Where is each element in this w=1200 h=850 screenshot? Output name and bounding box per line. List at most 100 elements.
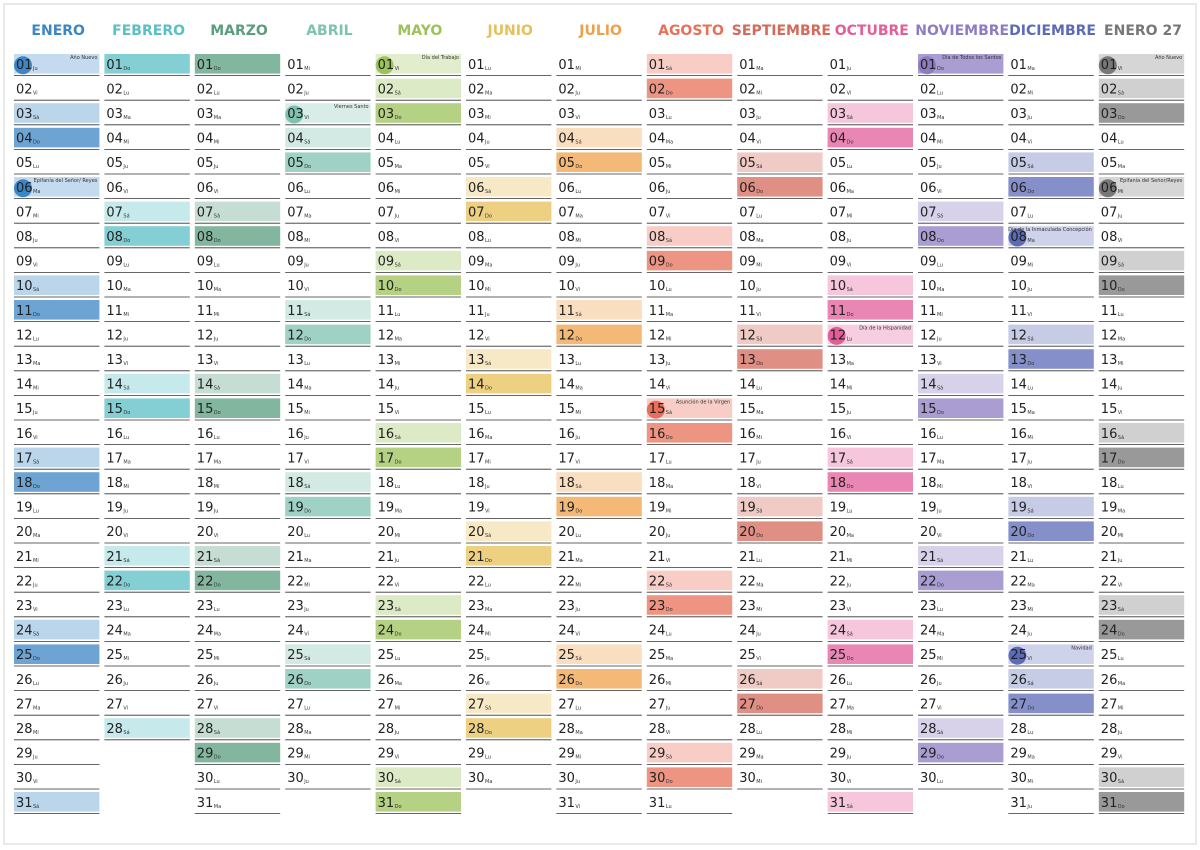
weekday: Sá xyxy=(575,483,581,490)
holiday-label: Día de la Inmaculada Concepción xyxy=(1008,226,1092,233)
weekday: Ma xyxy=(1027,755,1034,761)
weekday: Do xyxy=(395,287,402,293)
weekday: Ma xyxy=(214,459,221,465)
day-fill xyxy=(194,742,281,763)
weekday: Do xyxy=(575,164,582,170)
day-number: 11 xyxy=(378,304,395,319)
month-name: AGOSTO xyxy=(658,23,724,39)
weekday: Mi xyxy=(847,213,853,219)
day-number: 22 xyxy=(287,574,304,589)
day-fill xyxy=(918,546,1004,566)
weekday: Vi xyxy=(123,705,128,711)
weekday: Lu xyxy=(1118,312,1124,318)
day-number: 31 xyxy=(16,796,33,811)
weekday: Lu xyxy=(1027,558,1033,564)
day-number: 08 xyxy=(106,230,123,245)
day-number: 22 xyxy=(106,574,123,589)
weekday: Mi xyxy=(485,632,491,638)
weekday: Mi xyxy=(666,336,672,342)
weekday: Ma xyxy=(666,656,673,662)
day-number: 20 xyxy=(1010,525,1027,540)
weekday: Mi xyxy=(395,361,401,367)
day-fill xyxy=(1098,595,1185,615)
weekday: Ju xyxy=(394,558,400,564)
weekday: Vi xyxy=(575,804,580,810)
day-number: 04 xyxy=(468,132,485,147)
day-number: 04 xyxy=(1010,132,1027,147)
day-number: 27 xyxy=(106,697,123,712)
day-number: 20 xyxy=(378,525,395,540)
day-fill xyxy=(1098,103,1185,123)
day-number: 01 xyxy=(16,58,33,73)
weekday: Lu xyxy=(1027,386,1033,392)
day-number: 27 xyxy=(739,697,756,712)
day-fill xyxy=(375,767,461,787)
day-number: 02 xyxy=(16,82,33,97)
day-number: 15 xyxy=(16,402,33,417)
day-number: 12 xyxy=(830,328,847,343)
day-number: 22 xyxy=(1010,574,1027,589)
day-number: 16 xyxy=(16,427,33,442)
day-number: 17 xyxy=(1101,451,1118,466)
weekday: Sá xyxy=(214,385,220,392)
weekday: Sá xyxy=(304,483,310,490)
day-fill xyxy=(646,226,733,246)
weekday: Ju xyxy=(755,115,761,121)
day-fill xyxy=(466,718,552,738)
day-number: 19 xyxy=(378,501,395,516)
day-number: 31 xyxy=(558,796,575,811)
weekday: Mi xyxy=(214,312,220,318)
day-fill xyxy=(14,177,100,197)
holiday-circle xyxy=(14,56,32,75)
weekday: Do xyxy=(33,656,40,662)
weekday: Vi xyxy=(214,533,219,539)
day-number: 15 xyxy=(468,402,485,417)
day-number: 03 xyxy=(739,107,756,122)
weekday: Ma xyxy=(666,312,673,318)
day-number: 24 xyxy=(468,624,485,639)
day-fill xyxy=(14,472,100,492)
month-name: FEBRERO xyxy=(112,23,185,39)
day-number: 02 xyxy=(378,82,395,97)
day-number: 21 xyxy=(378,550,395,565)
day-number: 08 xyxy=(649,230,666,245)
day-number: 19 xyxy=(468,501,485,516)
weekday: Ma xyxy=(304,558,311,564)
day-number: 10 xyxy=(558,279,575,294)
weekday: Do xyxy=(937,238,944,244)
day-number: 10 xyxy=(830,279,847,294)
weekday: Sá xyxy=(485,360,491,367)
weekday: Mi xyxy=(1027,607,1033,613)
weekday: Ju xyxy=(122,509,128,515)
day-number: 19 xyxy=(558,501,575,516)
weekday: Mi xyxy=(214,656,220,662)
day-fill xyxy=(1098,275,1185,295)
day-number: 10 xyxy=(106,279,123,294)
day-fill xyxy=(1098,792,1185,812)
weekday: Do xyxy=(1027,361,1034,367)
weekday: Ma xyxy=(937,287,944,293)
day-number: 23 xyxy=(287,599,304,614)
day-number: 07 xyxy=(106,205,123,220)
weekday: Ma xyxy=(575,558,582,564)
day-number: 01 xyxy=(920,58,937,73)
weekday: Sá xyxy=(666,65,672,72)
weekday: Do xyxy=(304,164,311,170)
day-number: 16 xyxy=(197,427,214,442)
weekday: Sá xyxy=(33,803,39,810)
weekday: Ju xyxy=(846,66,852,72)
day-number: 15 xyxy=(197,402,214,417)
weekday: Ju xyxy=(303,435,309,441)
day-number: 22 xyxy=(1101,574,1118,589)
weekday: Lu xyxy=(937,435,943,441)
day-fill xyxy=(104,373,190,394)
day-number: 07 xyxy=(468,205,485,220)
day-fill xyxy=(827,792,913,812)
day-fill xyxy=(918,398,1004,418)
weekday: Sá xyxy=(33,631,39,638)
weekday: Ma xyxy=(937,632,944,638)
weekday: Vi xyxy=(756,484,761,490)
weekday: Vi xyxy=(1118,410,1123,416)
